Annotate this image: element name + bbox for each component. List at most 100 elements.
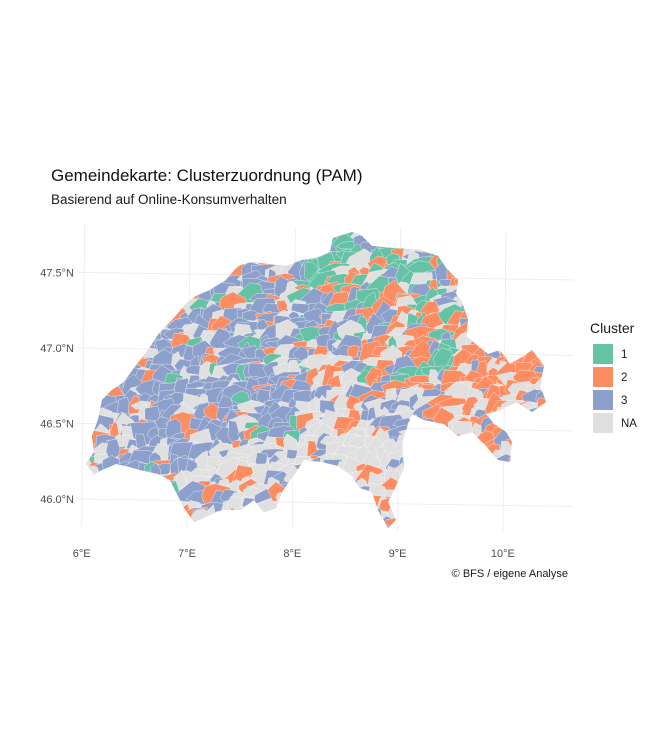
municipality-polygon-1545: [489, 505, 505, 528]
municipality-polygon-1309: [473, 464, 497, 483]
municipality-polygon-231: [505, 251, 521, 273]
municipality-polygon-427: [120, 296, 133, 320]
municipality-polygon-1491: [417, 496, 427, 517]
municipality-polygon-468: [517, 296, 546, 318]
municipality-polygon-338: [158, 281, 189, 302]
municipality-polygon-70: [311, 234, 323, 246]
municipality-polygon-1496: [465, 497, 480, 512]
municipality-polygon-1257: [423, 450, 453, 477]
caption: © BFS / eigene Analyse: [452, 568, 568, 580]
municipality-polygon-559: [489, 319, 514, 334]
legend-key-3: [593, 413, 613, 433]
municipality-polygon-90: [496, 232, 528, 248]
municipality-polygon-1313: [515, 460, 532, 477]
legend-key-2: [593, 390, 613, 410]
municipality-polygon-1403: [471, 481, 498, 492]
municipality-polygon-1268: [540, 448, 546, 477]
municipality-polygon-518: [86, 320, 100, 328]
municipality-polygon-1341: [314, 470, 350, 491]
municipality-polygon-562: [523, 317, 543, 344]
municipality-polygon-143: [92, 245, 112, 261]
municipality-polygon-284: [86, 270, 118, 294]
municipality-polygon-1597: [532, 518, 546, 528]
municipality-polygon-755: [99, 355, 127, 384]
municipality-polygon-707: [90, 356, 118, 368]
municipality-polygon-194: [129, 254, 163, 276]
municipality-polygon-9: [161, 232, 181, 242]
municipality-polygon-383: [147, 291, 161, 312]
municipality-polygon-275: [473, 262, 498, 280]
municipality-polygon-560: [490, 314, 524, 339]
municipality-polygon-561: [516, 321, 533, 338]
municipality-polygon-1525: [289, 509, 304, 522]
municipality-polygon-1546: [496, 503, 519, 525]
municipality-polygon-185: [512, 248, 536, 257]
municipality-polygon-1445: [427, 489, 442, 504]
municipality-polygon-1164: [434, 432, 454, 459]
y-tick-label-0: 46.0°N: [40, 494, 74, 506]
municipality-polygon-20: [276, 232, 291, 235]
municipality-polygon-320: [454, 274, 474, 288]
municipality-polygon-57: [176, 232, 192, 250]
municipality-polygon-1165: [443, 433, 469, 451]
municipality-polygon-613: [94, 340, 112, 352]
municipality-polygon-1405: [493, 474, 523, 503]
municipality-polygon-1556: [125, 517, 146, 528]
municipality-polygon-1034: [86, 420, 91, 436]
municipality-polygon-146: [116, 248, 151, 261]
municipality-polygon-476: [137, 304, 157, 328]
municipality-polygon-1117: [432, 429, 457, 442]
municipality-polygon-1359: [502, 474, 525, 489]
municipality-polygon-64: [251, 232, 266, 253]
municipality-polygon-471: [87, 310, 100, 325]
municipality-polygon-510: [472, 314, 493, 326]
municipality-polygon-1574: [302, 507, 322, 528]
municipality-polygon-1585: [415, 513, 436, 528]
municipality-polygon-1220: [528, 449, 542, 464]
municipality-polygon-1502: [517, 497, 544, 521]
municipality-polygon-49: [89, 232, 113, 244]
legend: Cluster 1 2 3 NA: [590, 320, 637, 433]
municipality-polygon-375: [535, 279, 546, 301]
municipality-polygon-1584: [396, 520, 426, 528]
municipality-polygon-1465: [148, 500, 173, 522]
municipality-polygon-291: [171, 268, 186, 291]
municipality-polygon-1262: [473, 447, 493, 474]
municipality-polygon-705: [86, 355, 99, 372]
municipality-polygon-1591: [472, 515, 498, 528]
municipality-polygon-159: [256, 245, 273, 265]
municipality-polygon-8: [149, 232, 178, 235]
municipality-polygon-428: [120, 296, 143, 323]
municipality-polygon-1594: [496, 515, 528, 528]
municipality-polygon-286: [110, 272, 142, 287]
municipality-polygon-1259: [441, 449, 465, 476]
municipality-polygon-80: [406, 232, 425, 247]
legend-label-3: NA: [621, 418, 637, 430]
municipality-polygon-1413: [95, 494, 131, 503]
municipality-polygon-685: [347, 344, 360, 358]
municipality-polygon-416: [472, 284, 488, 313]
municipality-polygon-329: [86, 280, 95, 308]
municipality-polygon-323: [485, 267, 508, 293]
municipality-polygon-1510: [135, 508, 149, 528]
legend-label-2: 3: [621, 395, 627, 407]
municipality-polygon-1161: [400, 432, 427, 455]
municipality-polygon-1410: [86, 484, 91, 513]
municipality-polygon-65: [251, 232, 274, 250]
municipality-polygon-1338: [297, 474, 316, 489]
municipality-polygon-1539: [414, 507, 448, 524]
municipality-polygon-288: [134, 267, 152, 290]
municipality-polygon-1310: [479, 462, 512, 480]
municipality-polygon-1480: [307, 498, 322, 513]
x-tick-label-0: 6°E: [73, 548, 91, 560]
municipality-polygon-1349: [405, 475, 417, 484]
municipality-polygon-1504: [86, 506, 104, 521]
municipality-polygon-419: [508, 293, 522, 305]
municipality-polygon-1503: [541, 501, 546, 514]
municipality-polygon-385: [156, 297, 187, 309]
municipality-polygon-1416: [137, 491, 154, 505]
municipality-polygon-1538: [415, 510, 438, 525]
legend-items: 1 2 3 NA: [593, 344, 637, 433]
municipality-polygon-79: [392, 232, 415, 242]
municipality-polygon-708: [108, 356, 123, 373]
